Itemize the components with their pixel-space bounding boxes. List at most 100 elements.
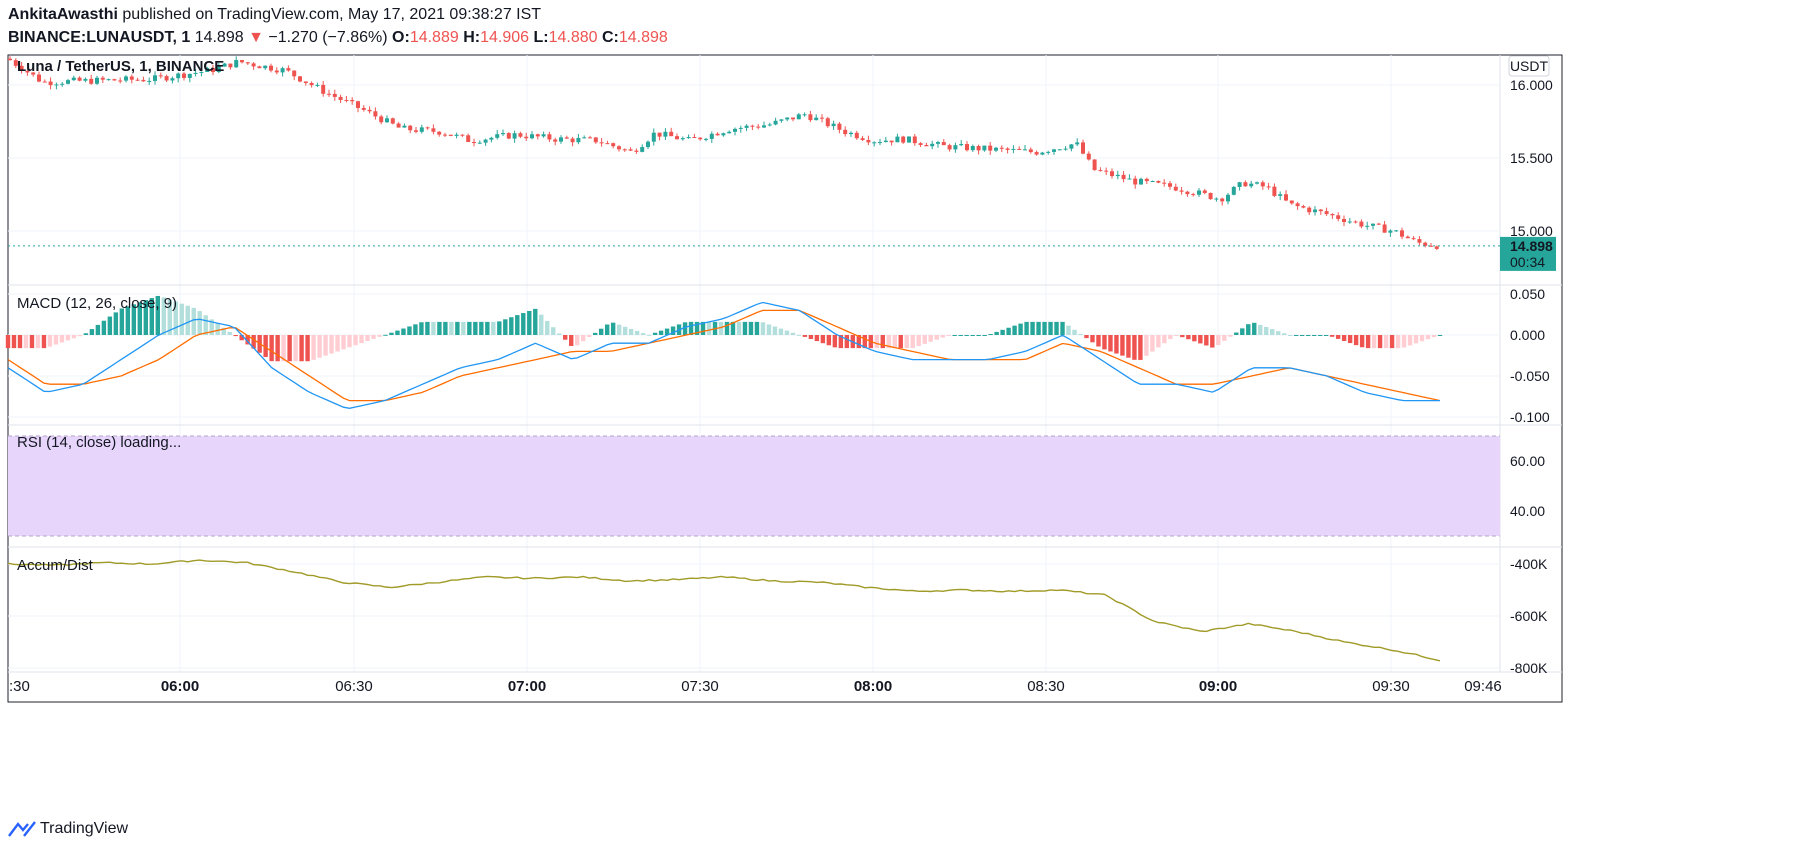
rsi-band xyxy=(8,436,1500,536)
candle xyxy=(1098,170,1103,172)
macd-histogram-bar xyxy=(724,321,730,335)
candle xyxy=(866,139,871,143)
candle xyxy=(675,136,679,140)
candle xyxy=(1220,198,1225,202)
candle xyxy=(738,127,743,129)
macd-histogram-bar xyxy=(287,335,292,362)
candle xyxy=(402,125,407,128)
candle xyxy=(559,137,563,142)
macd-histogram-bar xyxy=(682,322,688,335)
candle xyxy=(930,143,935,147)
candle xyxy=(1272,186,1277,196)
macd-histogram-bar xyxy=(1132,335,1137,360)
macd-tick-label: -0.100 xyxy=(1510,409,1550,425)
rsi-tick-label: 60.00 xyxy=(1510,453,1545,469)
time-tick-label: 09:46 xyxy=(1464,678,1502,695)
candle xyxy=(860,138,865,140)
candle xyxy=(477,142,482,144)
candle xyxy=(199,71,204,73)
candle xyxy=(820,117,824,119)
candle xyxy=(912,136,917,144)
macd-histogram-bar xyxy=(1126,335,1131,358)
candle xyxy=(1365,225,1370,227)
candle xyxy=(924,144,929,147)
candle xyxy=(634,150,639,152)
candle xyxy=(814,117,819,121)
macd-histogram-bar xyxy=(778,328,784,335)
candle xyxy=(1347,221,1352,223)
candle xyxy=(535,134,540,137)
candle xyxy=(733,128,737,132)
macd-histogram-bar xyxy=(880,335,885,349)
candle xyxy=(506,133,511,139)
macd-histogram-bar xyxy=(1222,335,1227,341)
candle xyxy=(1417,239,1422,243)
candle xyxy=(1127,178,1132,180)
macd-histogram-bar xyxy=(557,333,562,335)
candle xyxy=(704,138,708,140)
candle xyxy=(205,67,210,72)
macd-histogram-bar xyxy=(491,321,496,335)
macd-histogram-bar xyxy=(281,335,286,362)
candle xyxy=(1017,148,1022,150)
macd-histogram-bar xyxy=(83,333,89,335)
macd-histogram-bar xyxy=(1413,335,1419,344)
macd-histogram-bar xyxy=(1431,335,1437,338)
macd-histogram-bar xyxy=(17,335,23,349)
macd-histogram-bar xyxy=(1282,333,1287,335)
macd-histogram-bar xyxy=(994,331,999,335)
candle xyxy=(988,145,993,151)
ad-tick-label: -600K xyxy=(1510,608,1548,624)
macd-histogram-bar xyxy=(922,335,927,344)
candle xyxy=(762,125,766,128)
candle xyxy=(767,124,772,126)
macd-histogram-bar xyxy=(1144,335,1149,356)
macd-histogram-bar xyxy=(820,335,826,344)
macd-histogram-bar xyxy=(23,335,29,349)
macd-histogram-bar xyxy=(1371,335,1377,349)
macd-histogram-bar xyxy=(65,335,71,341)
macd-histogram-bar xyxy=(1270,329,1275,335)
macd-histogram-bar xyxy=(1252,322,1257,335)
high-label: H: xyxy=(463,29,481,46)
macd-histogram-bar xyxy=(539,314,544,335)
macd-tick-label: 0.000 xyxy=(1510,327,1545,343)
candle xyxy=(1104,170,1109,172)
candle xyxy=(518,133,523,137)
macd-histogram-bar xyxy=(137,302,143,335)
candle xyxy=(843,129,848,135)
candle xyxy=(605,143,610,145)
candle xyxy=(808,114,813,121)
candle xyxy=(622,149,627,151)
candle xyxy=(1191,194,1196,196)
candle xyxy=(1069,144,1074,149)
candle xyxy=(251,63,256,67)
macd-histogram-bar xyxy=(580,335,586,342)
candle xyxy=(158,75,163,77)
candle xyxy=(721,133,726,136)
down-arrow-icon: ▼ xyxy=(248,29,264,46)
candle xyxy=(37,74,41,82)
candle xyxy=(599,142,604,144)
macd-histogram-bar xyxy=(916,335,921,346)
candle xyxy=(750,125,755,127)
tradingview-footer[interactable]: TradingView xyxy=(8,820,128,838)
time-tick-label: 09:30 xyxy=(1372,678,1410,695)
candle xyxy=(298,76,302,82)
macd-histogram-bar xyxy=(1066,325,1071,335)
candle xyxy=(727,131,732,134)
macd-histogram-bar xyxy=(515,315,520,335)
macd-histogram-bar xyxy=(563,335,568,340)
macd-histogram-bar xyxy=(874,335,879,349)
author-name[interactable]: AnkitaAwasthi xyxy=(8,6,118,23)
macd-histogram-bar xyxy=(317,335,322,358)
macd-histogram-bar xyxy=(1120,335,1125,356)
macd-line xyxy=(7,301,1440,409)
macd-histogram-bar xyxy=(245,335,250,345)
candle xyxy=(1110,171,1114,177)
candle xyxy=(454,134,459,136)
candle xyxy=(390,118,395,124)
macd-histogram-bar xyxy=(1311,335,1317,336)
open-label: O: xyxy=(392,29,410,46)
